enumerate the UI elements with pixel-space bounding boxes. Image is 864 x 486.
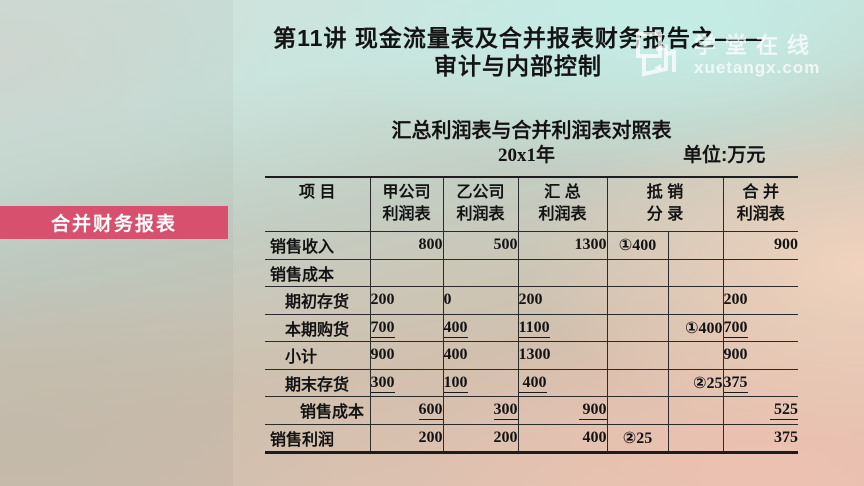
cell-b: 400 [442,341,518,370]
cell-b: 400 [442,314,518,342]
topic-banner: 合并财务报表 [0,206,228,239]
cell-merged: 375 [722,369,799,397]
row-label: 期末存货 [265,369,370,397]
cell-elim_dr [606,341,668,370]
cell-total: 200 [517,286,607,315]
cell-merged: 700 [722,314,799,342]
table-row: 期初存货 200 0 200 200 [265,286,799,315]
cell-merged: 900 [722,231,799,260]
cell-b: 0 [442,286,518,315]
cell-elim_cr [667,396,724,425]
column-header: 甲公司 利润表 [369,177,443,232]
cell-b: 300 [442,396,518,425]
row-label: 销售成本 [265,396,370,425]
column-header: 乙公司 利润表 [442,177,518,232]
row-label: 期初存货 [265,286,370,315]
comparison-table: 项 目甲公司 利润表 乙公司 利润表汇 总利润表抵 销分 录合 并利润表 销售收入 80… [265,176,799,454]
cell-a: 600 [369,396,443,425]
row-label: 销售利润 [265,424,370,453]
cell-total: 1300 [517,231,607,260]
table-row: 销售成本 600 300 900 525 [265,396,799,425]
cell-elim_dr [606,314,668,342]
cell-elim_cr [667,231,724,260]
cell-elim_cr [667,341,724,370]
table-subline: 20x1年 单位:万元 [0,140,864,166]
cell-a [369,259,443,287]
cell-total: 400 [517,369,607,397]
table-row: 销售成本 [265,259,799,287]
cell-merged: 525 [722,396,799,425]
cell-elim_cr [667,286,724,315]
cell-elim_cr [667,424,724,453]
lecture-title-line1: 第11讲 现金流量表及合并报表财务报告之—— [273,25,763,51]
cell-merged: 900 [722,341,799,370]
table-body: 销售收入 800 500 1300 ①400 900 销售成本 期初存货 200 0 200 200 本… [265,231,799,453]
cell-b: 100 [442,369,518,397]
cell-elim_dr [606,396,668,425]
cell-elim_dr: ①400 [606,231,668,260]
table-row: 期末存货 300 100 400 ②25 375 [265,369,799,397]
background-seam [0,0,233,486]
table-row: 小计 900 400 1300 900 [265,341,799,370]
cell-total: 1300 [517,341,607,370]
cell-elim_dr [606,286,668,315]
table-row: 销售利润 200 200 400 ②25 375 [265,424,799,453]
cell-b: 200 [442,424,518,453]
column-header: 抵 销分 录 [606,177,724,232]
table-header: 项 目甲公司 利润表 乙公司 利润表汇 总利润表抵 销分 录合 并利润表 [265,177,799,232]
cell-elim_cr [667,259,724,287]
table-title: 汇总利润表与合并利润表对照表 [391,120,672,142]
cell-b [442,259,518,287]
column-header: 合 并利润表 [722,177,799,232]
cell-total: 900 [517,396,607,425]
cell-merged: 200 [722,286,799,315]
table-unit: 单位:万元 [683,145,766,166]
row-label: 小计 [265,341,370,370]
cell-a: 800 [369,231,443,260]
column-header: 项 目 [265,177,370,232]
cell-a: 900 [369,341,443,370]
column-header: 汇 总利润表 [517,177,607,232]
cell-elim_cr: ②25 [667,369,724,397]
lecture-title-line2: 审计与内部控制 [434,53,602,79]
cell-elim_cr: ①400 [667,314,724,342]
cell-a: 200 [369,424,443,453]
cell-b: 500 [442,231,518,260]
cell-total: 1100 [517,314,607,342]
lecture-title: 第11讲 现金流量表及合并报表财务报告之—— 审计与内部控制 [232,24,804,80]
table-year: 20x1年 [498,145,556,166]
cell-a: 200 [369,286,443,315]
row-label: 本期购货 [265,314,370,342]
cell-total: 400 [517,424,607,453]
row-label: 销售收入 [265,231,370,260]
topic-banner-label: 合并财务报表 [50,214,177,235]
cell-elim_dr: ②25 [606,424,668,453]
cell-merged: 375 [722,424,799,453]
table-row: 本期购货 700 400 1100 ①400 700 [265,314,799,342]
cell-a: 300 [369,369,443,397]
row-label: 销售成本 [265,259,370,287]
cell-total [517,259,607,287]
cell-a: 700 [369,314,443,342]
cell-elim_dr [606,369,668,397]
cell-elim_dr [606,259,668,287]
table-row: 销售收入 800 500 1300 ①400 900 [265,231,799,260]
cell-merged [722,259,799,287]
